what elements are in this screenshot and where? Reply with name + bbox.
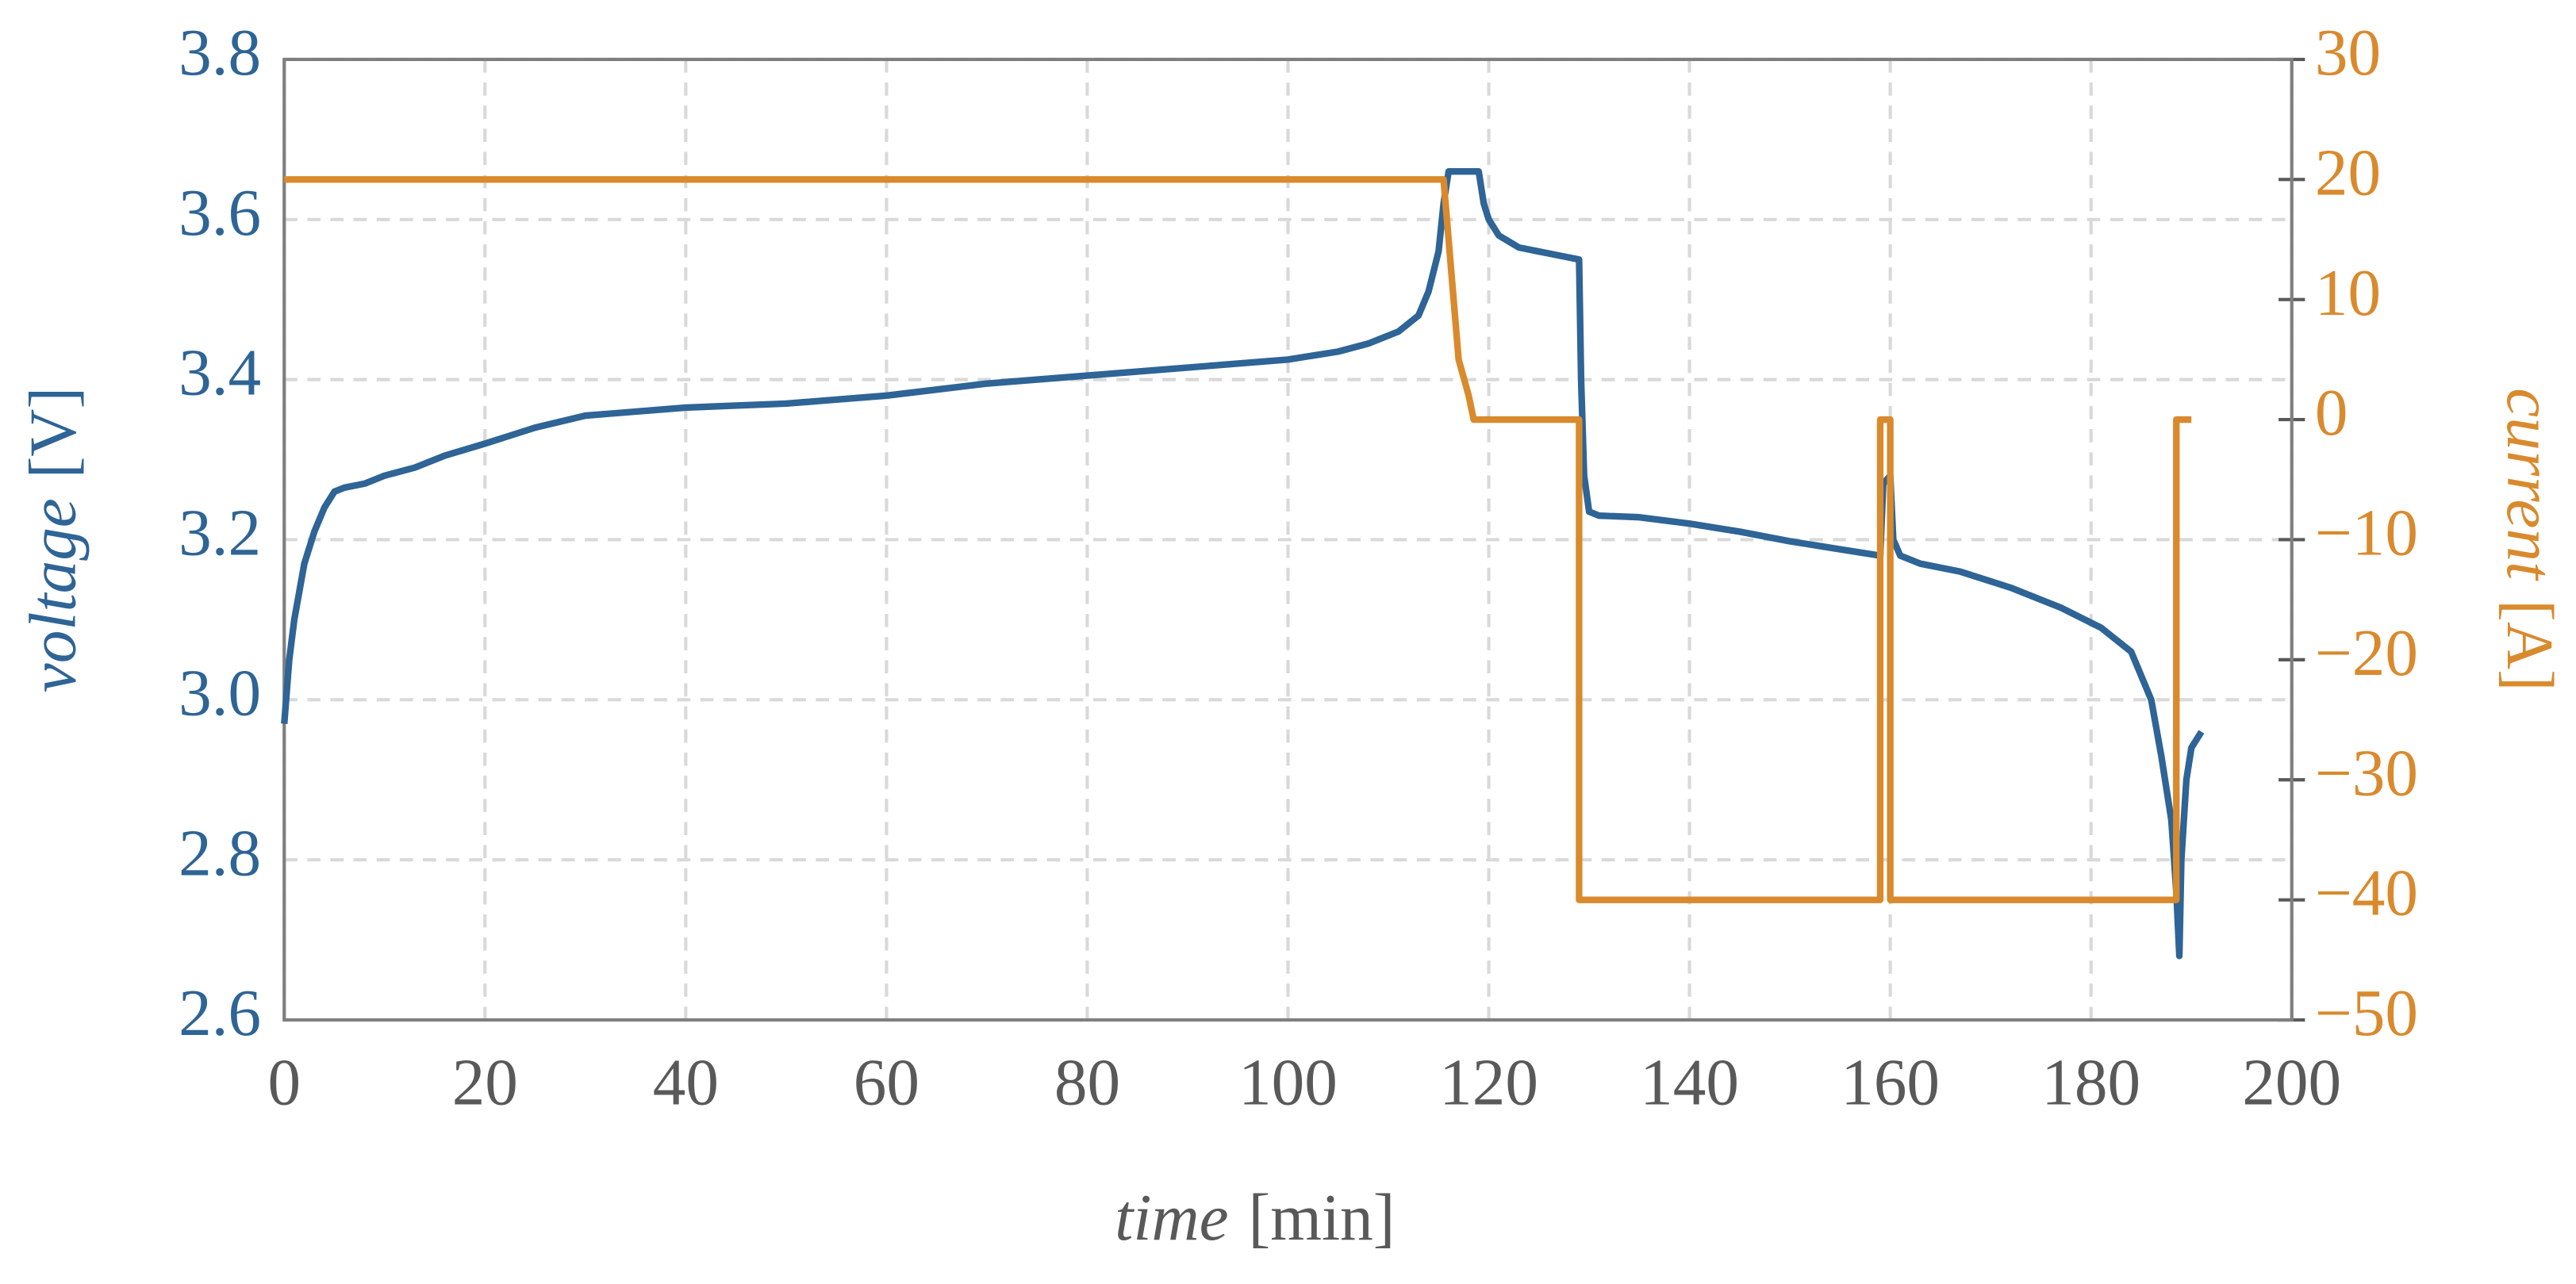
y-tick-label: 3.0	[179, 657, 261, 730]
x-tick-label: 120	[1439, 1047, 1538, 1120]
y-label-unit: [V]	[17, 387, 90, 479]
y-tick-label: 3.8	[179, 17, 261, 90]
y2-label-name: current	[2493, 388, 2566, 581]
y-tick-label: 3.6	[179, 177, 261, 250]
x-tick-label: 80	[1054, 1047, 1120, 1120]
y2-tick-label: −10	[2315, 497, 2418, 570]
y2-tick-label: −30	[2315, 737, 2418, 810]
y-tick-label: 2.6	[179, 977, 261, 1050]
y-axis-label: voltage [V]	[17, 387, 90, 692]
y2-tick-label: 20	[2315, 136, 2381, 209]
x-tick-label: 180	[2041, 1047, 2140, 1120]
y-tick-label: 3.4	[179, 337, 261, 410]
x-tick-label: 100	[1238, 1047, 1338, 1120]
y-tick-label: 2.8	[179, 817, 261, 890]
y2-tick-label: −40	[2315, 857, 2418, 930]
y2-tick-label: −20	[2315, 617, 2418, 690]
x-label-unit: [min]	[1249, 1182, 1395, 1255]
series-line	[281, 168, 2205, 960]
y-tick-label: 3.2	[179, 497, 261, 570]
x-tick-label: 200	[2242, 1047, 2341, 1120]
x-tick-label: 140	[1640, 1047, 1739, 1120]
series-line	[284, 176, 2192, 903]
x-tick-label: 20	[452, 1047, 518, 1120]
plot-frame	[282, 57, 2294, 1022]
x-tick-label: 40	[653, 1047, 719, 1120]
y2-label-unit: [A]	[2493, 600, 2566, 692]
x-axis-label: time [min]	[1115, 1182, 1395, 1255]
x-tick-label: 160	[1841, 1047, 1940, 1120]
y2-tick-label: 0	[2315, 377, 2348, 450]
y2-tick-label: 30	[2315, 17, 2381, 90]
y2-tick-label: −50	[2315, 977, 2418, 1050]
y-label-name: voltage	[17, 498, 90, 692]
x-label-name: time	[1115, 1182, 1228, 1255]
x-tick-label: 0	[267, 1047, 301, 1120]
y2-axis-label: current [A]	[2493, 388, 2566, 691]
y2-tick-label: 10	[2315, 257, 2381, 330]
x-tick-label: 60	[854, 1047, 919, 1120]
